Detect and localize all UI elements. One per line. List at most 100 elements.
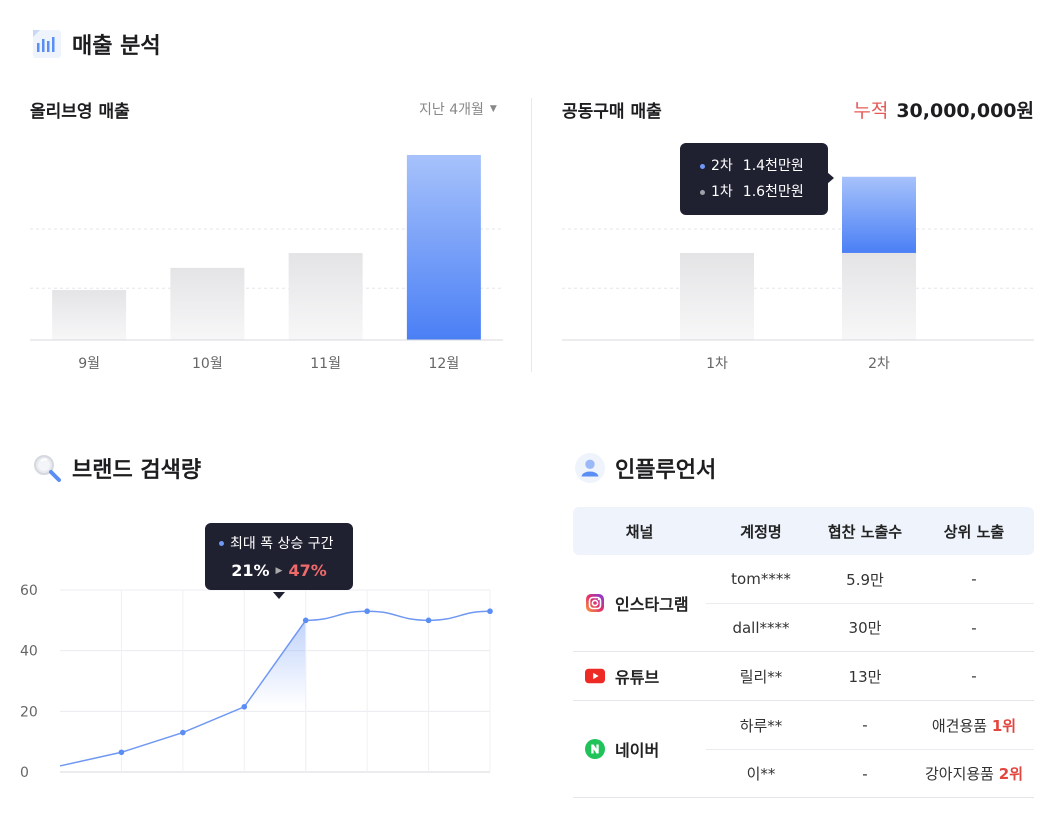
tooltip-values: 21% ▶ 47% [219,561,339,580]
x-tick-label: 11월 [310,356,341,372]
tooltip-arrow [827,172,834,184]
header-top: 상위 노출 [943,522,1005,541]
tooltip-to: 47% [288,561,327,580]
data-point[interactable] [180,729,186,736]
table-row: dall**** 30만 - [706,603,1034,651]
account-cell: 하루** [739,716,783,735]
search-tooltip: 최대 폭 상승 구간 21% ▶ 47% [205,523,353,590]
rank-number: 2위 [998,765,1024,783]
tooltip-label: 최대 폭 상승 구간 [230,536,334,552]
highlight-area [244,620,306,707]
groupbuy-title: 공동구매 매출 [562,102,662,122]
rank-number: 1위 [991,716,1017,735]
tooltip-from: 21% [231,561,270,580]
caret-down-icon: ▼ [489,104,497,114]
header-account: 계정명 [740,522,782,541]
table-row: 이** - 강아지용품 2위 [706,749,1034,797]
tooltip-arrow [273,592,285,599]
channel-cell: 인스타그램 [573,555,706,651]
bar-1차-seg0[interactable] [680,252,754,340]
y-tick-label: 0 [20,765,29,781]
channel-cell: 네이버 [573,701,706,797]
triangle-right-icon: ▶ [275,565,283,576]
search-section-title: 브랜드 검색량 [32,452,201,484]
rank-text: - [971,618,977,637]
tooltip-row2-value: 1.6천만원 [742,184,804,200]
top-cell: - [914,619,1034,637]
instagram-icon [585,593,605,613]
y-tick-label: 20 [20,704,38,720]
data-point[interactable] [487,608,493,615]
x-tick-label: 1차 [706,356,728,372]
oliveyoung-title: 올리브영 매출 [30,102,130,122]
rank-text: - [971,570,977,588]
top-cell: - [914,667,1034,685]
data-point[interactable] [364,608,370,615]
rank-text: - [971,667,977,685]
youtube-icon [585,666,605,686]
naver-icon [585,739,605,759]
x-tick-label: 12월 [429,356,460,372]
groupbuy-bar-chart: 1차 2차 [562,176,1034,372]
bar-2차-seg0[interactable] [842,252,916,340]
magnifier-icon [32,453,62,483]
rank-text: 애견용품 [931,716,988,735]
account-cell: 이** [746,765,776,783]
groupbuy-total: 누적 30,000,000원 [853,96,1034,123]
y-tick-label: 60 [20,583,38,599]
tooltip-row1-value: 1.4천만원 [742,158,804,174]
sales-section-label: 매출 분석 [72,34,161,59]
top-cell: 애견용품 1위 [914,715,1034,736]
search-line-chart: 0 20 40 60 [20,583,493,781]
period-dropdown[interactable]: 지난 4개월 ▼ [419,99,497,119]
influencer-section-label: 인플루언서 [615,458,717,483]
header-exposure: 협찬 노출수 [827,522,903,541]
person-icon [575,453,605,483]
channel-name: 유튜브 [615,668,660,687]
total-value: 30,000,000원 [896,100,1034,122]
group-naver: 네이버 하루** - 애견용품 1위 이** - 강아지용품 2위 [573,701,1034,798]
account-cell: dall**** [732,618,790,637]
table-header: 채널 계정명 협찬 노출수 상위 노출 [573,507,1034,555]
top-cell: - [914,570,1034,588]
x-tick-label: 9월 [78,356,100,372]
sales-section-title: 매출 분석 [32,28,161,60]
bar-chart-icon [32,29,62,59]
bar-9월[interactable] [52,290,127,340]
y-tick-label: 40 [20,644,38,660]
exposure-cell: - [862,764,868,783]
bar-11월[interactable] [288,253,363,340]
group-youtube: 유튜브 릴리** 13만 - [573,652,1034,701]
oliveyoung-bar-chart: 9월 10월 11월 12월 [30,155,503,372]
influencer-section-title: 인플루언서 [575,452,716,484]
influencer-table: 채널 계정명 협찬 노출수 상위 노출 인스타그램 [573,507,1034,798]
channel-cell: 유튜브 [573,652,706,700]
exposure-cell: 30만 [848,619,882,637]
table-body: 인스타그램 tom**** 5.9만 - dall**** 30만 - [573,555,1034,798]
total-label: 누적 [853,100,889,122]
tooltip-row-2: 2차 1.4천만원 [700,153,808,179]
groupbuy-tooltip: 2차 1.4천만원 1차 1.6천만원 [680,143,828,215]
blue-dot-icon [219,540,224,546]
bar-2차-seg1[interactable] [842,176,916,253]
bar-10월[interactable] [170,267,245,340]
group-instagram: 인스타그램 tom**** 5.9만 - dall**** 30만 - [573,555,1034,652]
tooltip-header: 최대 폭 상승 구간 [219,533,339,553]
top-cell: 강아지용품 2위 [914,763,1034,784]
blue-dot-icon [700,163,705,169]
data-point[interactable] [302,617,309,624]
header-channel: 채널 [625,522,654,541]
exposure-cell: 13만 [848,667,882,686]
data-point[interactable] [118,749,125,756]
table-row: tom**** 5.9만 - [706,555,1034,603]
account-cell: 릴리** [739,667,783,686]
x-tick-label: 10월 [192,356,223,372]
channel-name: 인스타그램 [615,595,689,614]
data-point[interactable] [425,617,432,624]
bar-12월[interactable] [406,155,481,340]
data-point[interactable] [241,703,248,710]
period-label: 지난 4개월 [419,102,484,118]
tooltip-row2-label: 1차 [711,184,733,200]
tooltip-row1-label: 2차 [711,158,733,174]
tooltip-row-1: 1차 1.6천만원 [700,179,808,205]
